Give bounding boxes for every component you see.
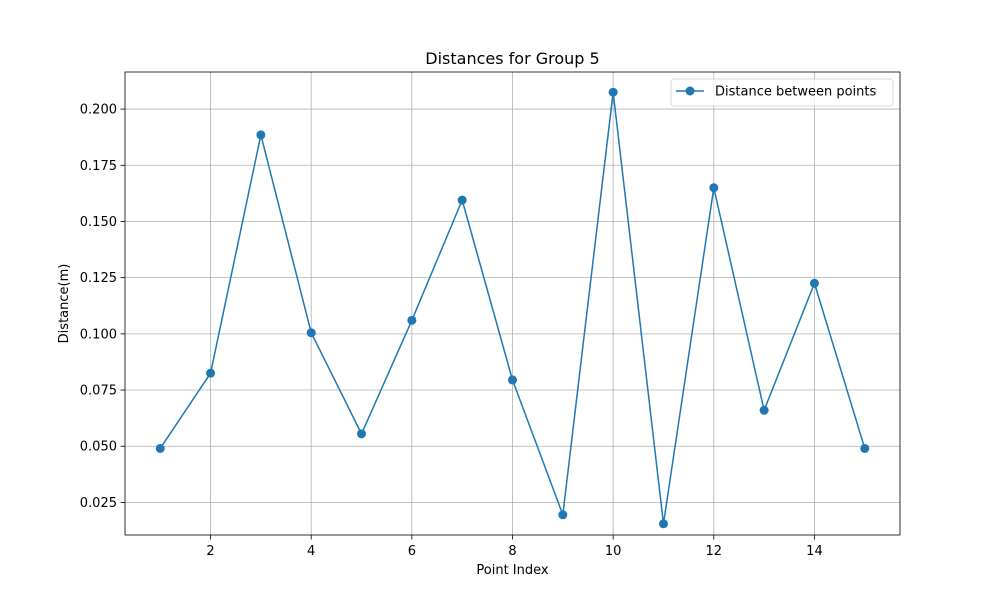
y-tick-label: 0.100: [80, 327, 117, 342]
legend-box: [670, 78, 894, 107]
y-tick-label: 0.125: [80, 271, 117, 286]
data-point: [759, 405, 769, 415]
legend-series-label: Distance between points: [715, 85, 876, 100]
legend: Distance between points: [670, 78, 894, 107]
data-point: [709, 183, 719, 193]
y-axis-label: Distance(m): [57, 264, 72, 344]
x-tick-label: 2: [206, 544, 214, 559]
y-tick-label: 0.075: [80, 384, 117, 399]
data-point: [608, 87, 618, 97]
data-point: [407, 315, 417, 325]
x-tick-label: 4: [307, 544, 315, 559]
y-tick-label: 0.175: [80, 159, 117, 174]
data-point: [457, 195, 467, 205]
series-layer: [155, 87, 870, 529]
data-point: [306, 328, 316, 338]
data-point: [809, 278, 819, 288]
y-tick-label: 0.200: [80, 103, 117, 118]
grid-lines: [125, 72, 900, 535]
axis-ticks: 2 4 6 8 10 12 14 0.025 0.050 0.075 0.100 0.125 0.150…: [80, 103, 823, 559]
data-point: [508, 375, 517, 385]
x-tick-label: 10: [605, 544, 622, 559]
data-point: [558, 510, 568, 520]
y-tick-label: 0.150: [80, 215, 117, 230]
legend-series-marker: [685, 86, 695, 96]
y-tick-label: 0.050: [80, 440, 117, 455]
data-point: [206, 368, 216, 378]
chart-title: Distances for Group 5: [425, 49, 599, 68]
x-tick-label: 12: [706, 544, 723, 559]
x-tick-label: 6: [408, 544, 416, 559]
x-tick-label: 14: [806, 544, 823, 559]
x-tick-label: 8: [508, 544, 516, 559]
data-point: [256, 130, 266, 140]
x-axis-label: Point Index: [476, 563, 549, 578]
data-point: [155, 443, 165, 453]
y-tick-label: 0.025: [80, 496, 117, 511]
data-point: [658, 519, 668, 529]
data-point: [860, 443, 870, 453]
data-point: [357, 429, 367, 439]
